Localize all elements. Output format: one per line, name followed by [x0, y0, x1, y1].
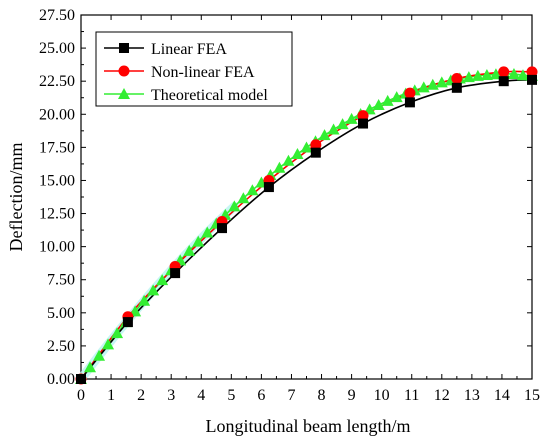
- x-tick-label: 2: [137, 387, 145, 404]
- data-point-nonlinear-fea: [404, 87, 416, 99]
- data-point-theoretical-model: [183, 244, 196, 256]
- x-tick-label: 11: [404, 387, 419, 404]
- x-tick-label: 1: [107, 387, 115, 404]
- y-tick-label: 22.50: [39, 73, 75, 90]
- y-tick-label: 5.00: [47, 305, 75, 322]
- data-point-theoretical-model: [111, 327, 124, 339]
- legend-entry-nonlinear-fea: Non-linear FEA: [104, 64, 255, 81]
- data-point-linear-fea: [404, 97, 415, 108]
- y-tick-label: 25.00: [39, 40, 75, 57]
- data-point-theoretical-model: [102, 338, 115, 350]
- data-point-theoretical-model: [192, 235, 205, 247]
- x-tick-label: 9: [348, 387, 356, 404]
- y-tick-label: 12.50: [39, 206, 75, 223]
- data-point-linear-fea: [122, 317, 133, 328]
- data-point-theoretical-model: [390, 91, 403, 103]
- x-tick-label: 15: [524, 387, 540, 404]
- legend-marker-nonlinear-fea: [118, 65, 130, 77]
- data-point-theoretical-model: [138, 294, 151, 306]
- x-axis-title: Longitudinal beam length/m: [206, 416, 411, 436]
- x-tick-label: 14: [494, 387, 510, 404]
- data-point-theoretical-model: [93, 349, 106, 361]
- x-tick-label: 4: [197, 387, 205, 404]
- data-point-nonlinear-fea: [451, 73, 463, 85]
- data-point-theoretical-model: [273, 161, 286, 173]
- data-point-nonlinear-fea: [357, 110, 369, 122]
- legend-marker-theoretical-model: [118, 88, 130, 99]
- y-tick-label: 7.50: [47, 272, 75, 289]
- data-point-linear-fea: [358, 118, 369, 129]
- data-point-theoretical-model: [228, 200, 241, 212]
- data-point-theoretical-model: [417, 81, 430, 93]
- data-point-nonlinear-fea: [310, 139, 322, 151]
- data-point-nonlinear-fea: [526, 66, 538, 78]
- data-point-theoretical-model: [246, 184, 259, 196]
- data-point-theoretical-model: [471, 69, 484, 81]
- data-point-theoretical-model: [237, 192, 250, 204]
- legend-entry-theoretical-model: Theoretical model: [104, 87, 268, 104]
- data-point-theoretical-model: [345, 112, 358, 124]
- x-tick-label: 3: [167, 387, 175, 404]
- data-point-theoretical-model: [435, 76, 448, 88]
- data-point-theoretical-model: [462, 71, 475, 83]
- data-point-theoretical-model: [516, 69, 529, 81]
- data-point-theoretical-model: [84, 361, 97, 373]
- data-point-linear-fea: [451, 82, 462, 93]
- data-point-theoretical-model: [327, 123, 340, 135]
- y-tick-label: 0.00: [47, 371, 75, 388]
- data-point-theoretical-model: [381, 94, 394, 106]
- data-point-theoretical-model: [156, 274, 169, 286]
- data-point-theoretical-model: [426, 78, 439, 90]
- x-tick-label: 6: [257, 387, 265, 404]
- y-tick-label: 20.00: [39, 106, 75, 123]
- data-point-linear-fea: [498, 76, 509, 87]
- legend-label-theoretical-model: Theoretical model: [151, 87, 268, 104]
- x-tick-label: 5: [227, 387, 235, 404]
- data-point-theoretical-model: [372, 99, 385, 111]
- data-point-theoretical-model: [282, 154, 295, 166]
- y-tick-label: 17.50: [39, 139, 75, 156]
- data-point-nonlinear-fea: [498, 66, 510, 78]
- data-point-linear-fea: [263, 182, 274, 193]
- legend-label-nonlinear-fea: Non-linear FEA: [151, 64, 255, 81]
- data-point-theoretical-model: [300, 141, 313, 153]
- x-tick-label: 12: [434, 387, 450, 404]
- series-line-nonlinear-fea: [80, 70, 533, 380]
- data-point-theoretical-model: [291, 147, 304, 159]
- y-tick-label: 2.50: [47, 338, 75, 355]
- legend-entry-linear-fea: Linear FEA: [104, 41, 227, 58]
- axes: 0 1 2 3 4 5 6 7 8 9 10 11 12 13 14 150.002.505.007.5010…: [39, 7, 540, 404]
- data-point-linear-fea: [217, 223, 228, 234]
- data-point-theoretical-model: [336, 118, 349, 130]
- data-point-theoretical-model: [201, 226, 214, 238]
- series-layer: [75, 66, 538, 385]
- data-point-linear-fea: [170, 268, 181, 279]
- x-tick-label: 7: [287, 387, 295, 404]
- series-line-linear-fea: [80, 79, 533, 380]
- x-tick-label: 8: [318, 387, 326, 404]
- legend-label-linear-fea: Linear FEA: [151, 41, 227, 58]
- x-tick-label: 10: [374, 387, 390, 404]
- x-tick-label: 13: [464, 387, 480, 404]
- data-point-linear-fea: [76, 374, 86, 384]
- y-axis-title: Deflection/mm: [6, 143, 26, 252]
- x-tick-label: 0: [77, 387, 85, 404]
- series-line-theoretical-model: [80, 73, 533, 380]
- legend: Linear FEA Non-linear FEA Theoretical mo…: [95, 31, 293, 107]
- data-point-theoretical-model: [147, 284, 160, 296]
- y-tick-label: 27.50: [39, 7, 75, 24]
- legend-marker-linear-fea: [119, 43, 129, 53]
- data-point-linear-fea: [527, 74, 537, 85]
- data-point-theoretical-model: [507, 68, 520, 80]
- data-point-linear-fea: [310, 147, 321, 158]
- y-tick-label: 10.00: [39, 239, 75, 256]
- data-point-theoretical-model: [480, 68, 493, 80]
- data-point-theoretical-model: [318, 129, 331, 141]
- y-tick-label: 15.00: [39, 172, 75, 189]
